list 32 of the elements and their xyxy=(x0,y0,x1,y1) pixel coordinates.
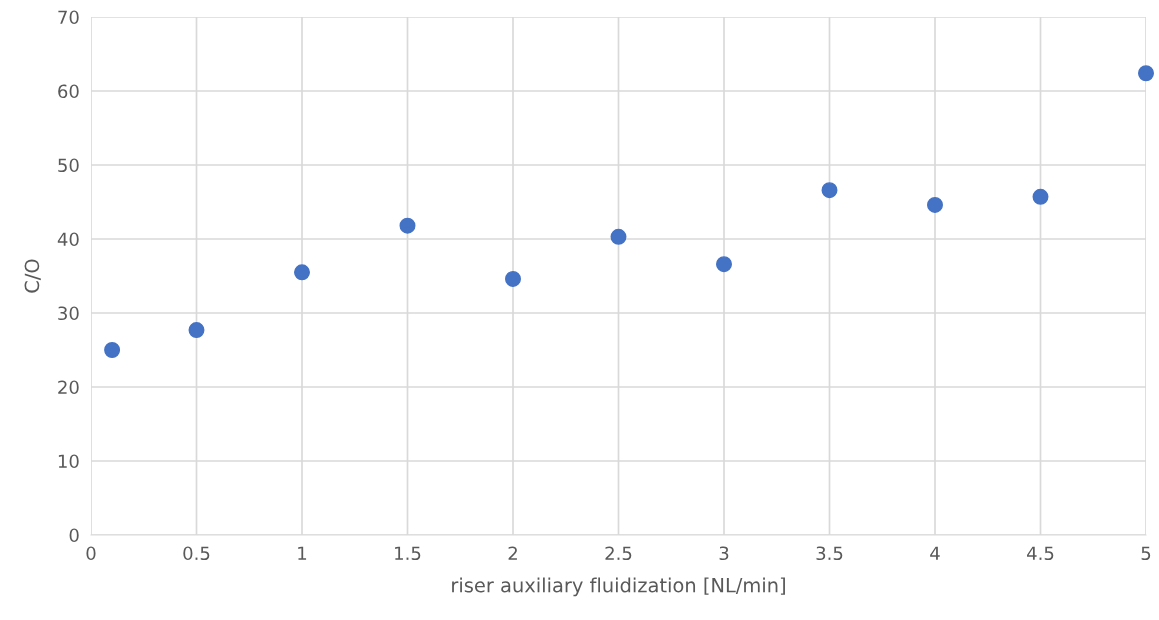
x-tick-label: 3 xyxy=(719,546,729,561)
x-tick-label: 0.5 xyxy=(183,546,210,561)
x-tick-label: 2.5 xyxy=(605,546,632,561)
point xyxy=(821,182,838,199)
y-tick-label: 20 xyxy=(58,380,79,395)
point xyxy=(399,217,416,234)
y-axis-title: C/O xyxy=(24,259,41,293)
x-tick-label: 1 xyxy=(298,546,307,560)
x-tick-label: 3.5 xyxy=(816,546,843,561)
point xyxy=(1032,188,1049,205)
x-tick-label: 0 xyxy=(86,546,96,561)
y-tick-label: 60 xyxy=(58,84,79,99)
y-tick-label: 10 xyxy=(58,454,79,469)
y-tick-label: 50 xyxy=(58,158,79,173)
x-tick-label: 4.5 xyxy=(1027,546,1054,561)
y-tick-label: 40 xyxy=(57,232,79,247)
y-tick-label: 0 xyxy=(69,528,79,543)
x-tick-label: 1.5 xyxy=(395,546,421,561)
point xyxy=(1138,65,1154,82)
y-tick-label: 30 xyxy=(58,306,79,321)
point xyxy=(716,256,732,273)
x-axis-title: riser auxiliary fluidization [NL/min] xyxy=(452,577,785,597)
point xyxy=(505,270,521,287)
point xyxy=(188,322,205,338)
x-tick-label: 4 xyxy=(930,546,940,560)
point xyxy=(104,342,121,358)
point xyxy=(610,228,627,245)
x-tick-label: 2 xyxy=(508,546,517,560)
point xyxy=(927,196,943,213)
x-tick-label: 5 xyxy=(1141,546,1151,561)
point xyxy=(294,264,310,281)
y-tick-label: 70 xyxy=(58,10,79,25)
